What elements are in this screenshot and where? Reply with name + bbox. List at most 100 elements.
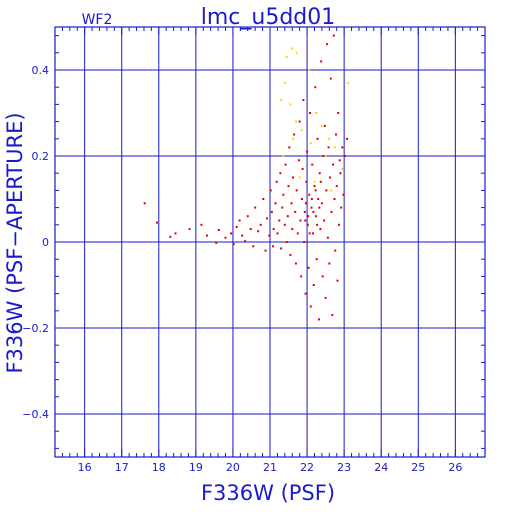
x-tick-label: 23: [337, 461, 351, 474]
red-point: [340, 206, 343, 209]
red-point: [304, 219, 307, 222]
red-point: [303, 241, 306, 243]
y-tick-label: −0.4: [22, 408, 49, 421]
yellow-point: [280, 99, 283, 102]
red-point: [282, 193, 285, 196]
red-point: [289, 253, 292, 256]
yellow-point: [324, 155, 327, 157]
yellow-point: [298, 176, 301, 179]
red-point: [332, 163, 335, 166]
yellow-point: [300, 129, 303, 132]
red-point: [290, 202, 293, 205]
red-point: [200, 223, 203, 226]
red-point: [309, 305, 312, 308]
red-point: [275, 180, 278, 183]
red-point: [299, 219, 302, 222]
red-point: [217, 228, 220, 231]
red-point: [235, 225, 238, 228]
red-point: [329, 77, 332, 80]
red-point: [335, 185, 338, 188]
red-point: [188, 228, 191, 231]
red-point: [319, 228, 322, 231]
red-point: [283, 223, 286, 226]
red-point: [276, 232, 279, 235]
red-point: [333, 198, 336, 200]
red-point: [323, 219, 326, 222]
red-point: [232, 243, 235, 246]
data-points: [143, 34, 349, 321]
red-point: [312, 284, 315, 286]
x-axis-label: F336W (PSF): [201, 481, 335, 505]
red-point: [224, 236, 227, 239]
red-point: [328, 262, 331, 265]
red-point: [291, 176, 294, 179]
red-point: [205, 234, 208, 237]
red-point: [271, 245, 274, 248]
x-tick-label: 24: [374, 461, 388, 474]
red-point: [155, 221, 158, 224]
red-point: [314, 215, 317, 218]
red-point: [325, 189, 328, 192]
red-point: [337, 112, 340, 114]
red-point: [257, 230, 260, 233]
red-point: [326, 43, 329, 46]
chart-subtitle: WF2: [82, 12, 113, 28]
red-point: [244, 240, 247, 243]
red-point: [262, 198, 265, 200]
red-point: [306, 223, 309, 226]
red-point: [300, 275, 303, 278]
red-point: [315, 258, 318, 261]
red-point: [312, 232, 314, 235]
red-point: [303, 210, 306, 213]
red-point: [295, 189, 298, 192]
red-point: [320, 202, 323, 205]
red-point: [293, 133, 296, 136]
red-point: [317, 198, 320, 200]
red-point: [308, 232, 311, 235]
red-point: [313, 185, 316, 188]
red-point: [336, 279, 339, 282]
red-point: [294, 262, 297, 265]
red-point: [288, 146, 291, 149]
y-tick-label: 0: [42, 236, 49, 249]
red-point: [310, 206, 313, 209]
red-point: [321, 275, 324, 278]
red-point: [338, 159, 341, 162]
yellow-point: [291, 47, 294, 50]
red-point: [318, 206, 321, 209]
red-point: [310, 198, 313, 200]
yellow-point: [285, 56, 288, 59]
red-point: [215, 241, 218, 244]
x-tick-label: 25: [411, 461, 425, 474]
chart-title: lmc_u5dd01: [201, 5, 336, 30]
red-point: [284, 163, 287, 166]
red-point: [280, 247, 283, 250]
red-point: [323, 124, 326, 127]
red-point: [298, 120, 301, 123]
red-point: [314, 86, 317, 89]
red-point: [319, 180, 322, 183]
red-point: [230, 232, 233, 235]
red-point: [268, 234, 271, 237]
red-point: [326, 236, 329, 239]
red-point: [314, 189, 317, 192]
red-point: [302, 99, 305, 102]
red-point: [312, 210, 315, 213]
red-point: [337, 223, 340, 226]
red-point: [254, 206, 257, 209]
red-point: [143, 202, 146, 205]
red-point: [308, 193, 311, 196]
red-point: [327, 146, 330, 149]
red-point: [279, 172, 282, 175]
red-point: [246, 215, 249, 218]
red-point: [316, 223, 319, 226]
yellow-point: [295, 51, 298, 54]
red-point: [274, 202, 277, 205]
red-point: [266, 217, 269, 220]
x-tick-label: 20: [226, 461, 240, 474]
yellow-point: [283, 81, 286, 84]
red-point: [307, 266, 310, 269]
red-point: [287, 185, 290, 188]
yellow-point: [330, 189, 333, 192]
